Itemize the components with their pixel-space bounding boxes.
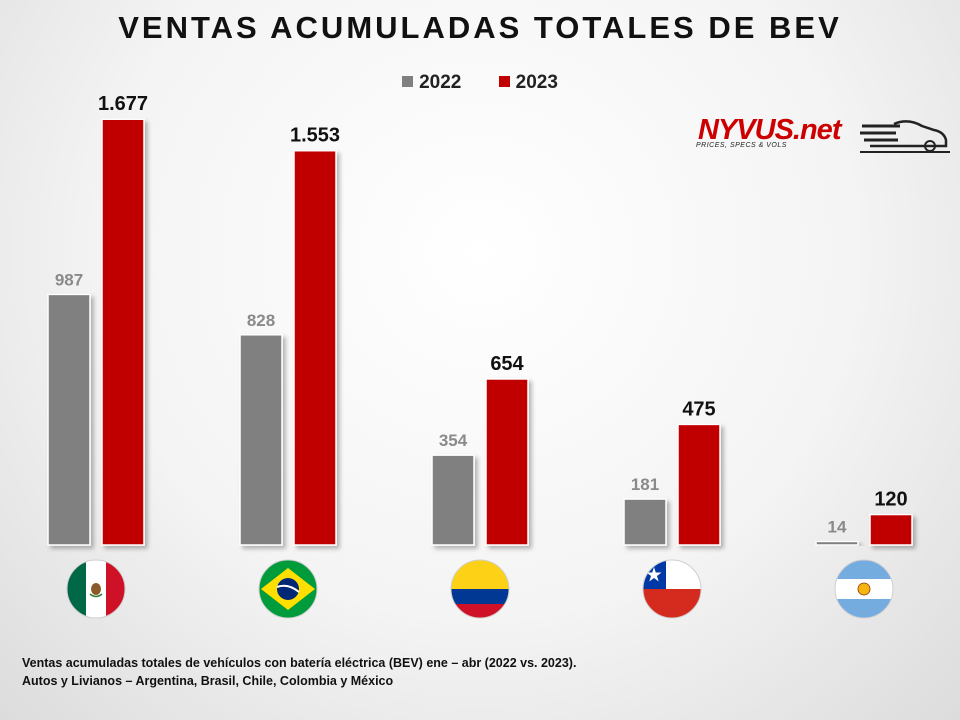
bar-chile-2022 [623,498,667,546]
bar-colombia-2023 [485,378,529,546]
brazil-flag-icon [258,559,318,619]
bar-méxico-2022 [47,293,91,546]
bar-brasil-2023 [293,149,337,546]
logo-tagline: PRICES, SPECS & VOLS [696,142,787,149]
data-label-chile-2023: 475 [682,398,715,420]
data-label-brasil-2022: 828 [247,311,275,330]
legend-item-2023: 2023 [498,72,558,94]
footnote-line-2: Autos y Livianos – Argentina, Brasil, Ch… [22,674,394,688]
bar-argentina-2023 [869,513,913,546]
nyvus-logo: NYVUS.net PRICES, SPECS & VOLS [690,110,952,158]
data-label-méxico-2023: 1.677 [98,93,148,115]
logo-car-lines-icon [860,120,950,153]
argentina-flag-icon [834,559,894,619]
data-label-colombia-2023: 654 [490,353,524,375]
legend: 2022 2023 [0,72,960,94]
mexico-flag-icon [66,559,126,619]
footnote-line-1: Ventas acumuladas totales de vehículos c… [22,656,577,670]
legend-label-2022: 2022 [419,72,462,93]
data-label-argentina-2023: 120 [874,489,907,511]
chart-title: VENTAS ACUMULADAS TOTALES DE BEV [118,10,842,45]
chile-flag-icon [642,559,702,619]
bar-colombia-2022 [431,454,475,546]
bar-méxico-2023 [101,118,145,546]
legend-swatch-2023 [498,76,510,87]
footnote: Ventas acumuladas totales de vehículos c… [22,654,576,690]
data-label-chile-2022: 181 [631,475,659,494]
legend-label-2023: 2023 [515,72,558,93]
data-label-méxico-2022: 987 [55,270,83,289]
legend-swatch-2022 [402,76,414,87]
logo-wordmark: NYVUS.net [698,114,841,146]
data-label-colombia-2022: 354 [439,431,468,450]
bar-argentina-2022 [815,540,859,546]
data-label-argentina-2022: 14 [828,517,847,536]
bar-brasil-2022 [239,334,283,546]
data-label-brasil-2023: 1.553 [290,125,340,147]
colombia-flag-icon [450,559,510,619]
bar-chile-2023 [677,423,721,546]
legend-item-2022: 2022 [402,72,461,94]
